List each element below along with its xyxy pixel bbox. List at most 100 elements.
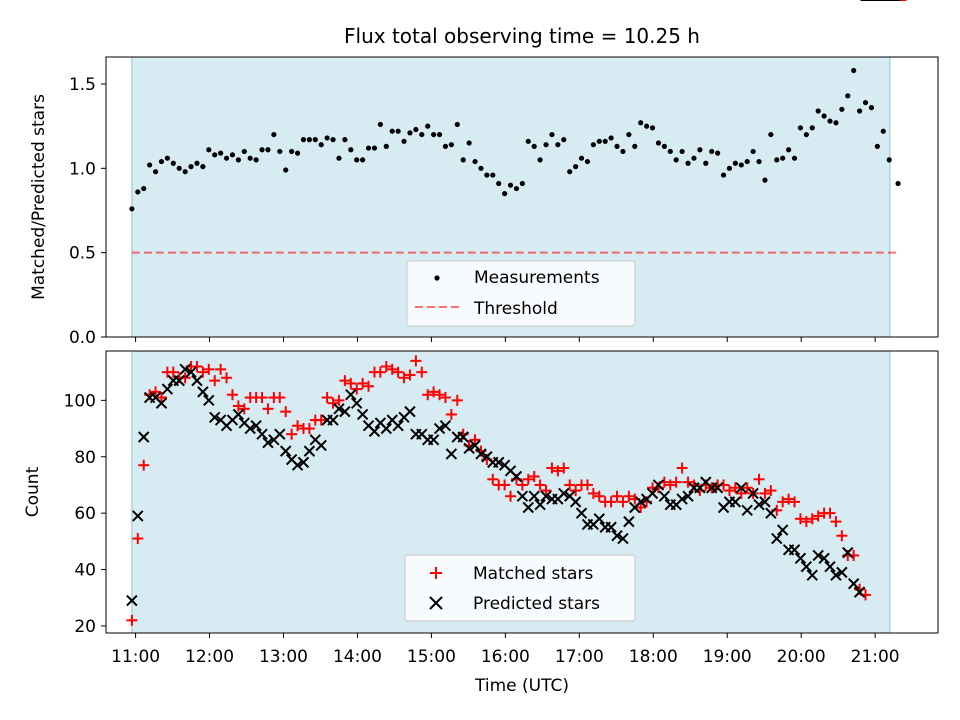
x-tick-label: 17:00: [555, 647, 604, 667]
x-tick-label: 13:00: [259, 647, 308, 667]
measurement-point: [389, 128, 395, 134]
matched-star-point: [126, 614, 138, 626]
measurement-point: [170, 160, 176, 166]
legend-matched-marker: [430, 567, 442, 579]
measurement-point: [448, 142, 454, 148]
top-y-tick-label: 1.5: [69, 75, 96, 95]
top-panel: 0.0 0.5 1.0 1.5 Flux total observing time =…: [29, 24, 939, 348]
measurement-point: [188, 164, 194, 170]
matched-star-point: [197, 366, 209, 378]
bottom-panel: 20 40 60 80 100 11:00 12:00 13:00 14:00 15:00 16:…: [23, 0, 939, 696]
matched-star-point: [783, 493, 795, 505]
matched-star-point: [315, 414, 327, 426]
predicted-star-point: [776, 524, 789, 536]
top-y-axis-label: Matched/Predicted stars: [29, 94, 49, 300]
legend-measurements-label: Measurements: [474, 268, 600, 288]
predicted-star-point: [404, 405, 416, 418]
measurement-point: [507, 182, 514, 188]
legend-threshold-label: Threshold: [473, 299, 558, 319]
predicted-star-point: [510, 470, 523, 483]
matched-star-point: [422, 389, 434, 401]
measurement-point: [218, 150, 224, 156]
measurement-point: [135, 189, 141, 195]
matched-star-point: [428, 386, 440, 398]
measurement-point: [158, 158, 165, 165]
measurement-point: [614, 143, 620, 149]
measurement-point: [247, 155, 253, 161]
measurement-point: [715, 150, 721, 156]
matched-star-point: [392, 366, 404, 378]
measurement-point: [336, 155, 342, 161]
predicted-star-point: [303, 445, 316, 457]
measurement-point: [726, 165, 733, 171]
matched-star-point: [303, 423, 315, 435]
matched-star-point: [238, 403, 250, 415]
top-y-ticks: 0.0 0.5 1.0 1.5: [69, 75, 106, 348]
predicted-star-point: [812, 549, 824, 562]
predicted-star-point: [327, 414, 339, 426]
predicted-star-point: [244, 422, 256, 435]
predicted-star-point: [433, 422, 446, 435]
measurement-point: [478, 165, 484, 171]
measurement-point: [330, 137, 336, 143]
measurement-point: [537, 157, 543, 163]
measurement-point: [620, 148, 626, 155]
matched-star-point: [138, 459, 150, 471]
matched-star-point: [522, 473, 534, 485]
legend-measurements-marker: [434, 275, 440, 281]
measurement-point: [644, 123, 650, 129]
predicted-star-point: [575, 507, 588, 519]
measurement-point: [821, 113, 827, 119]
predicted-star-point: [161, 383, 174, 395]
measurement-point: [649, 125, 656, 131]
measurement-point: [306, 137, 312, 143]
measurement-point: [407, 130, 413, 136]
measurement-point: [797, 125, 804, 131]
measurement-point: [886, 157, 892, 163]
measurement-point: [324, 135, 330, 141]
matched-star-point: [505, 490, 517, 502]
measurement-point: [277, 148, 283, 155]
predicted-star-point: [209, 411, 221, 423]
predicted-star-point: [522, 501, 534, 514]
measurement-point: [555, 142, 561, 148]
bottom-y-ticks: 20 40 60 80 100: [64, 391, 106, 637]
matched-star-point: [723, 485, 735, 497]
measurement-point: [513, 185, 520, 192]
measurement-point: [431, 131, 437, 138]
matched-star-point: [777, 496, 789, 508]
measurement-point: [223, 155, 230, 161]
predicted-star-point: [427, 434, 440, 446]
predicted-star-point: [297, 456, 310, 469]
matched-star-point: [292, 420, 304, 432]
measurement-point: [460, 157, 466, 163]
predicted-star-point: [771, 532, 783, 545]
matched-star-point: [333, 394, 345, 406]
matched-star-point: [824, 507, 836, 519]
measurement-point: [318, 142, 324, 148]
matched-star-point: [221, 372, 233, 384]
predicted-star-point: [469, 439, 481, 452]
measurement-point: [815, 108, 821, 114]
measurement-point: [685, 160, 691, 166]
measurement-point: [839, 106, 845, 112]
matched-star-point: [262, 403, 274, 415]
bottom-y-tick-label: 40: [74, 561, 96, 581]
predicted-star-point: [463, 442, 475, 454]
legend-matched-label: Matched stars: [473, 564, 593, 584]
measurement-point: [371, 145, 378, 151]
predicted-star-point: [528, 490, 540, 502]
measurement-point: [466, 140, 472, 146]
matched-star-point: [386, 363, 398, 375]
measurement-point: [590, 142, 596, 148]
matched-star-point: [327, 397, 339, 409]
measurement-point: [271, 131, 277, 138]
predicted-star-point: [262, 436, 274, 449]
predicted-star-point: [617, 532, 629, 545]
measurement-point: [809, 125, 815, 131]
predicted-star-point: [611, 530, 623, 542]
measurement-point: [229, 152, 236, 158]
x-tick-label: 11:00: [111, 647, 160, 667]
matched-star-point: [587, 487, 599, 499]
measurement-point: [549, 131, 555, 138]
